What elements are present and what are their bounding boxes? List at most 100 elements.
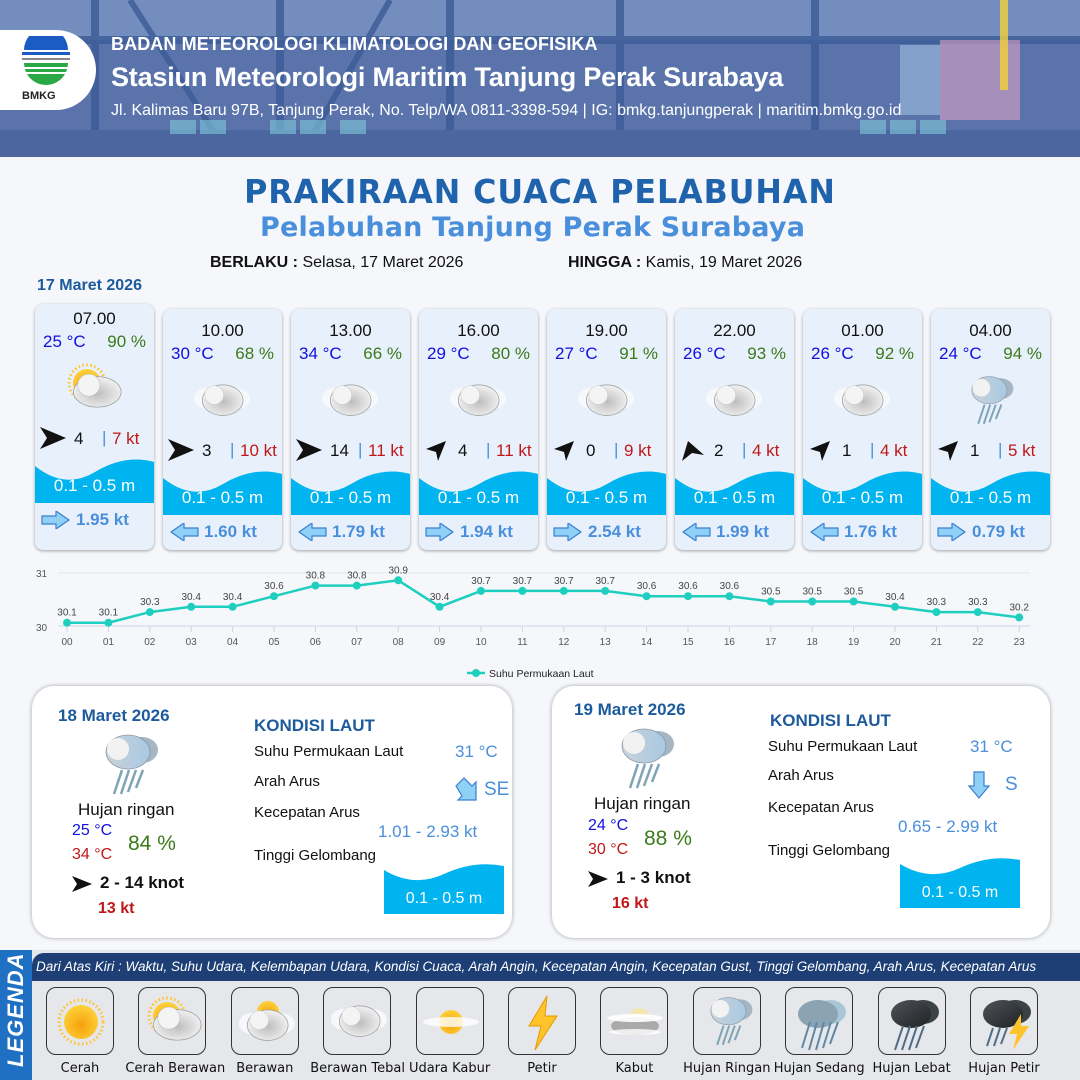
partly-cloudy-icon	[67, 363, 122, 408]
slot-gust: 11 kt	[496, 441, 532, 460]
day3-wind-range: 1 - 3 knot	[616, 868, 691, 887]
data-point[interactable]	[435, 602, 444, 611]
data-point[interactable]	[808, 597, 817, 606]
data-point[interactable]	[849, 597, 858, 606]
x-tick-label: 08	[393, 637, 405, 648]
data-point[interactable]	[932, 608, 941, 617]
valid-to: HINGGA : Kamis, 19 Maret 2026	[568, 254, 802, 272]
slot-gust: 7 kt	[112, 429, 140, 448]
wind-direction-icon	[938, 441, 958, 461]
data-point[interactable]	[518, 586, 527, 595]
thick-cloudy-icon	[321, 384, 379, 416]
data-point[interactable]	[684, 592, 692, 601]
x-tick-label: 02	[144, 637, 156, 648]
current-arrow-right-icon	[553, 523, 582, 541]
data-point[interactable]	[63, 618, 71, 627]
day3-sst-label: Suhu Permukaan Laut	[768, 738, 918, 755]
arrow-southeast-icon	[455, 777, 477, 801]
slot-humidity: 92 %	[875, 344, 914, 363]
x-tick-label: 06	[310, 637, 322, 648]
slot-wave-height: 0.1 - 0.5 m	[181, 488, 264, 507]
page-title: PRAKIRAAN CUACA PELABUHAN	[244, 172, 836, 211]
slot-time: 04.00	[969, 321, 1012, 340]
legend-icon-box	[600, 987, 669, 1055]
legend-item-label: Hujan Lebat	[872, 1061, 951, 1076]
day2-sea-title: KONDISI LAUT	[254, 716, 375, 735]
day3-current-speed-value: 0.65 - 2.99 kt	[898, 817, 998, 836]
data-point[interactable]	[270, 592, 278, 601]
day2-sst-value: 31 °C	[455, 742, 498, 761]
day2-wind-range: 2 - 14 knot	[100, 873, 185, 892]
arrow-south-icon	[968, 771, 990, 799]
forecast-card: 16.00 29 °C 80 % 4 | 11 kt 0.1 - 0.5 m 1…	[419, 309, 538, 550]
data-point[interactable]	[642, 592, 651, 601]
data-point[interactable]	[1015, 613, 1024, 622]
data-point[interactable]	[891, 602, 899, 611]
slot-time: 10.00	[201, 321, 244, 340]
slot-wave-height: 0.1 - 0.5 m	[821, 488, 904, 507]
slot-time: 13.00	[329, 321, 372, 340]
forecast-card: 22.00 26 °C 93 % 2 | 4 kt 0.1 - 0.5 m 1.…	[675, 309, 794, 550]
heavy-rain-icon	[890, 1000, 939, 1051]
legend-item-label: Hujan Petir	[968, 1061, 1040, 1076]
data-point[interactable]	[601, 586, 610, 595]
day2-current-dir-value: SE	[484, 779, 510, 800]
legend-icon-box	[323, 987, 392, 1055]
chart-legend[interactable]: Suhu Permukaan Laut	[467, 668, 594, 680]
light-rain-icon	[620, 727, 676, 790]
day2-current-speed-value: 1.01 - 2.93 kt	[378, 822, 478, 841]
slot-current: 1.76 kt	[809, 521, 919, 543]
x-tick-label: 11	[517, 637, 528, 648]
data-point[interactable]	[725, 592, 734, 601]
x-tick-label: 01	[103, 637, 115, 648]
partly-cloudy-icon	[147, 996, 202, 1041]
thick-cloudy-icon	[577, 384, 635, 416]
wave-icon	[900, 858, 1020, 908]
data-label: 30.1	[99, 608, 119, 619]
data-point[interactable]	[104, 618, 113, 627]
valid-to-value: Kamis, 19 Maret 2026	[645, 254, 803, 271]
data-point[interactable]	[228, 602, 237, 611]
data-point[interactable]	[187, 602, 196, 611]
legend-item: Berawan	[218, 987, 312, 1076]
slot-wind: 1 | 5 kt	[936, 439, 1046, 461]
x-tick-label: 05	[268, 637, 280, 648]
slot-wind: 14 | 11 kt	[296, 439, 406, 461]
forecast-card: 04.00 24 °C 94 % 1 | 5 kt 0.1 - 0.5 m 0.…	[931, 309, 1050, 550]
wind-direction-icon	[296, 439, 322, 461]
slot-wind-speed: 1	[842, 441, 852, 460]
sunny-icon	[57, 998, 105, 1046]
sst-line-chart: 31 30 00 01 02 03 04 05 06 07 08 09 10 11 12 13 14 15 16…	[36, 565, 1030, 680]
data-label: 30.6	[637, 581, 657, 592]
data-point[interactable]	[766, 597, 775, 606]
slot-time: 22.00	[713, 321, 756, 340]
data-label: 30.5	[844, 587, 864, 598]
bmkg-logo-text: BMKG	[22, 90, 56, 102]
data-point[interactable]	[145, 608, 154, 617]
data-point[interactable]	[477, 586, 485, 595]
slot-air-temp: 26 °C	[683, 344, 726, 363]
data-point[interactable]	[352, 581, 361, 590]
forecast-card: 01.00 26 °C 92 % 1 | 4 kt 0.1 - 0.5 m 1.…	[803, 309, 922, 550]
slot-wind: 0 | 9 kt	[552, 439, 662, 461]
data-point[interactable]	[311, 581, 320, 590]
legend-icon-box	[138, 987, 207, 1055]
slot-time: 19.00	[585, 321, 628, 340]
current-arrow-right-icon	[425, 523, 454, 541]
separator: |	[358, 440, 363, 459]
slot-humidity: 91 %	[619, 344, 658, 363]
data-point[interactable]	[973, 608, 982, 617]
x-tick-label: 17	[765, 637, 777, 648]
day2-summary: 18 Maret 2026 Hujan ringan 25 °C 34 °C 8…	[32, 686, 512, 938]
data-point[interactable]	[559, 586, 568, 595]
forecast-card: 10.00 30 °C 68 % 3 | 10 kt 0.1 - 0.5 m 1…	[163, 309, 282, 550]
data-point[interactable]	[394, 576, 403, 585]
x-tick-label: 10	[475, 637, 487, 648]
x-tick-label: 13	[600, 637, 612, 648]
legend-item-label: Cerah	[60, 1061, 100, 1076]
legend-icon-box	[46, 987, 114, 1055]
slot-current: 1.60 kt	[169, 521, 279, 543]
separator: |	[614, 440, 619, 459]
separator: |	[486, 440, 491, 459]
legend-side-label: LEGENDA	[3, 952, 28, 1067]
